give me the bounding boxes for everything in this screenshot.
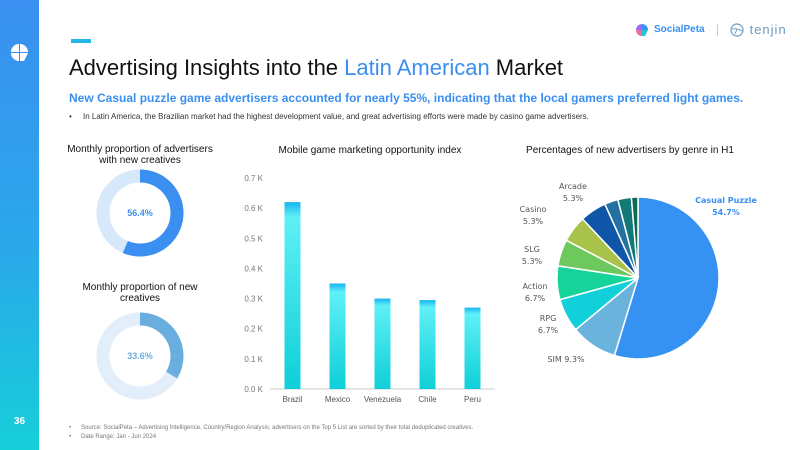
y-tick-label: 0.6 K xyxy=(244,204,263,213)
brand-divider xyxy=(716,23,718,36)
logo-icon xyxy=(11,44,28,61)
bar-chile xyxy=(419,300,436,389)
pie-label-value: 5.3% xyxy=(522,257,543,266)
y-tick-label: 0.7 K xyxy=(244,174,263,183)
tenjin-logo-icon xyxy=(729,22,744,37)
pie-label-value: 5.3% xyxy=(563,194,584,203)
donut2-title: Monthly proportion of new creatives xyxy=(82,282,198,304)
footer-date-text: Date Range: Jan - Jun 2024 xyxy=(81,434,157,440)
bar-chart-title: Mobile game marketing opportunity index xyxy=(278,145,462,156)
pie-label-name: Casual Puzzle xyxy=(695,196,757,205)
bar-brazil xyxy=(284,202,301,389)
title-suffix: Market xyxy=(489,55,564,80)
pie-slice-casual-puzzle xyxy=(613,196,720,360)
donut-value-label: 56.4% xyxy=(127,208,153,218)
pie-chart-title: Percentages of new advertisers by genre … xyxy=(526,145,734,156)
bar-peru xyxy=(464,307,481,389)
x-tick-label: Chile xyxy=(418,395,437,404)
x-tick-label: Venezuela xyxy=(364,395,402,404)
subtitle: New Casual puzzle game advertisers accou… xyxy=(69,91,744,105)
footer-date: • Date Range: Jan - Jun 2024 xyxy=(69,434,157,440)
page-number: 36 xyxy=(13,416,26,427)
pie-label-name: SLG xyxy=(524,245,540,254)
y-tick-label: 0.1 K xyxy=(244,355,263,364)
donut-value-arc xyxy=(96,169,184,257)
brand-logos: SocialPeta tenjin xyxy=(636,22,787,37)
y-tick-label: 0.4 K xyxy=(244,264,263,273)
y-tick-label: 0.2 K xyxy=(244,325,263,334)
footer-source: • Source: SocialPeta – Advertising Intell… xyxy=(69,425,474,431)
bullet-text: In Latin America, the Brazilian market h… xyxy=(83,112,589,121)
pie-label-name: Arcade xyxy=(559,182,587,191)
x-tick-label: Peru xyxy=(464,395,481,404)
donut-value-arc xyxy=(96,312,184,400)
page-title: Advertising Insights into the Latin Amer… xyxy=(69,55,563,81)
sidebar: 36 xyxy=(0,0,39,450)
donut-value-label: 33.6% xyxy=(127,351,153,361)
pie-slice-other-9 xyxy=(630,196,639,279)
title-prefix: Advertising Insights into the xyxy=(69,55,345,80)
x-tick-label: Mexico xyxy=(325,395,351,404)
pie-label-value: 6.7% xyxy=(525,294,546,303)
socialpeta-logo-text: SocialPeta xyxy=(654,24,705,35)
title-accent-bar xyxy=(71,39,91,43)
socialpeta-logo-icon xyxy=(636,23,648,36)
pie-label-value: 6.7% xyxy=(538,326,559,335)
bullet-point: • In Latin America, the Brazilian market … xyxy=(69,112,589,121)
pie-label-value: 54.7% xyxy=(712,208,740,217)
pie-label-name: Action xyxy=(522,282,547,291)
pie-label-name: SIM 9.3% xyxy=(547,355,585,364)
bar-mexico xyxy=(329,283,346,389)
y-tick-label: 0.3 K xyxy=(244,295,263,304)
pie-label-name: Casino xyxy=(520,205,547,214)
donut1-title: Monthly proportion of advertisers with n… xyxy=(67,144,213,166)
bar-venezuela xyxy=(374,298,391,389)
y-tick-label: 0.0 K xyxy=(244,385,263,394)
y-tick-label: 0.5 K xyxy=(244,234,263,243)
pie-label-name: RPG xyxy=(540,314,557,323)
pie-label-value: 5.3% xyxy=(523,217,544,226)
title-highlight: Latin American xyxy=(344,55,490,80)
x-tick-label: Brazil xyxy=(282,395,302,404)
footer-source-text: Source: SocialPeta – Advertising Intelli… xyxy=(81,425,474,431)
tenjin-logo-text: tenjin xyxy=(749,22,787,37)
